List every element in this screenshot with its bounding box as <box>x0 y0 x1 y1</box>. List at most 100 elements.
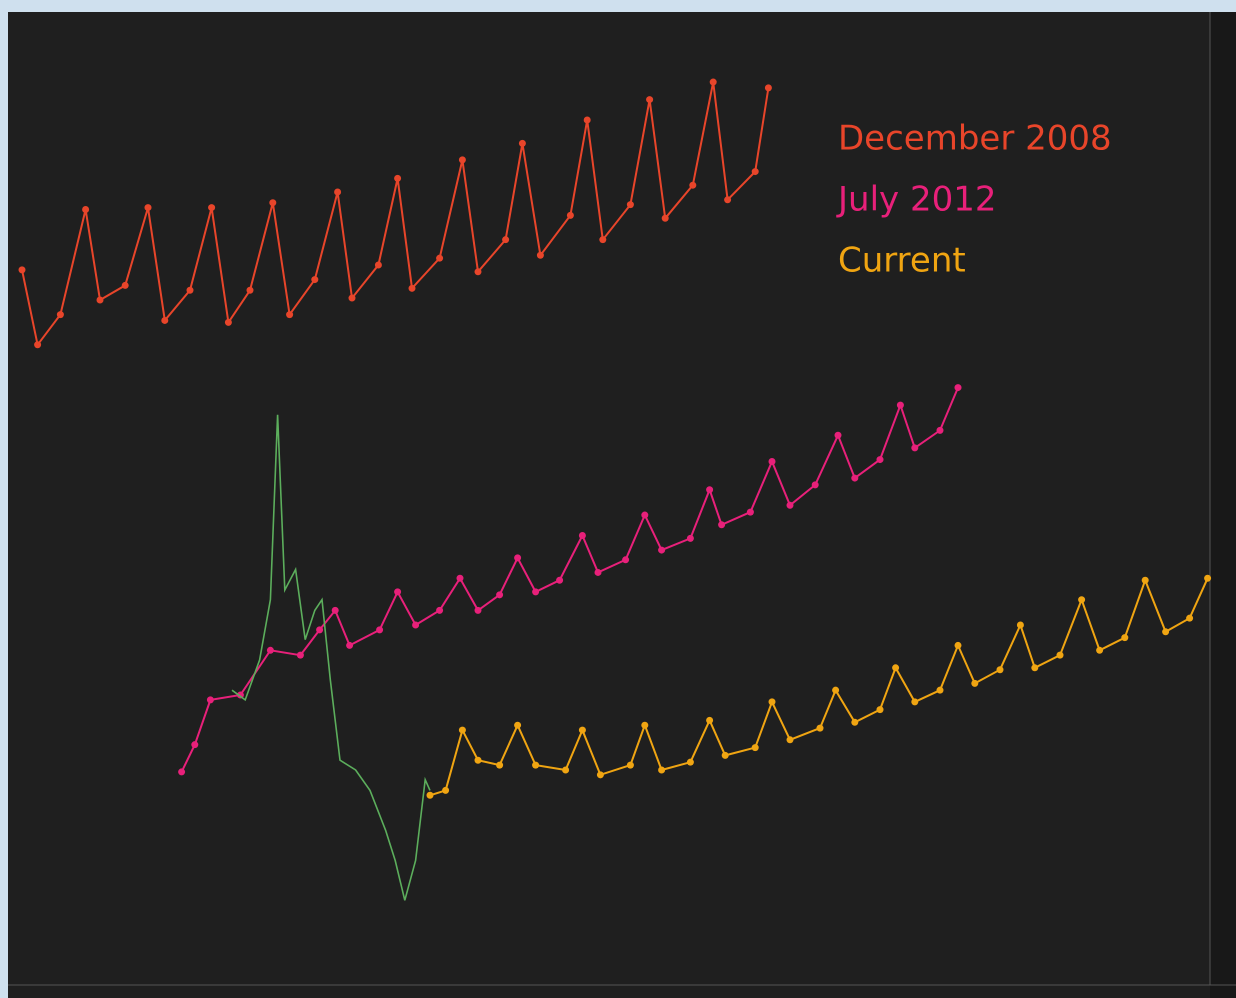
legend-entry: December 2008 <box>838 119 1112 159</box>
legend-entry: July 2012 <box>836 180 996 220</box>
data-point <box>626 761 634 769</box>
data-point <box>496 591 504 599</box>
data-point <box>458 156 466 164</box>
data-point <box>436 254 444 262</box>
data-point <box>474 268 482 276</box>
data-point <box>532 588 540 596</box>
data-point <box>768 458 776 466</box>
data-point <box>556 576 564 584</box>
data-point <box>786 736 794 744</box>
data-point <box>718 521 726 529</box>
data-point <box>706 716 714 724</box>
data-point <box>721 751 729 759</box>
data-point <box>496 761 504 769</box>
data-point <box>348 294 356 302</box>
data-point <box>596 771 604 779</box>
data-point <box>514 554 522 562</box>
data-point <box>1186 614 1194 622</box>
data-point <box>876 706 884 714</box>
data-point <box>376 626 384 634</box>
data-point <box>286 311 294 319</box>
data-point <box>394 588 402 596</box>
data-point <box>996 666 1004 674</box>
data-point <box>412 621 420 629</box>
data-point <box>96 296 104 304</box>
data-point <box>346 641 354 649</box>
data-point <box>768 698 776 706</box>
data-point <box>121 281 129 289</box>
data-point <box>686 534 694 542</box>
data-point <box>764 84 772 92</box>
data-point <box>246 286 254 294</box>
data-point <box>334 188 342 196</box>
data-point <box>536 251 544 259</box>
data-point <box>266 646 274 654</box>
data-point <box>206 696 214 704</box>
data-point <box>316 626 324 634</box>
data-point <box>851 718 859 726</box>
legend-entry: Current <box>838 241 966 281</box>
data-point <box>311 276 319 284</box>
data-point <box>641 511 649 519</box>
data-point <box>186 286 194 294</box>
data-point <box>208 204 216 212</box>
data-point <box>911 698 919 706</box>
data-point <box>658 546 666 554</box>
data-point <box>876 456 884 464</box>
data-point <box>1078 596 1086 604</box>
data-point <box>562 766 570 774</box>
data-point <box>658 766 666 774</box>
data-point <box>532 761 540 769</box>
data-point <box>296 651 304 659</box>
data-point <box>641 721 649 729</box>
right-axis-strip <box>1210 12 1236 998</box>
data-point <box>178 768 186 776</box>
plot-area: December 2008 July 2012 Current <box>18 78 1212 901</box>
data-point <box>1121 634 1129 642</box>
data-point <box>709 78 717 86</box>
data-point <box>1162 628 1170 636</box>
data-point <box>646 96 654 104</box>
data-point <box>936 426 944 434</box>
data-point <box>746 508 754 516</box>
data-point <box>599 236 607 244</box>
data-point <box>18 266 26 274</box>
data-point <box>811 481 819 489</box>
data-point <box>751 744 759 752</box>
data-point <box>954 384 962 392</box>
data-point <box>834 431 842 439</box>
data-point <box>456 574 464 582</box>
data-point <box>144 204 152 212</box>
data-point <box>269 199 277 207</box>
data-point <box>1031 664 1039 672</box>
data-point <box>394 174 402 182</box>
data-point <box>751 168 759 176</box>
data-point <box>374 261 382 269</box>
data-point <box>1204 574 1212 582</box>
data-point <box>34 341 42 349</box>
data-point <box>408 284 416 292</box>
data-point <box>892 664 900 672</box>
data-point <box>583 116 591 124</box>
data-point <box>686 758 694 766</box>
data-point <box>594 568 602 576</box>
data-point <box>954 641 962 649</box>
data-point <box>56 311 64 319</box>
data-point <box>474 606 482 614</box>
data-point <box>442 786 450 794</box>
data-point <box>224 318 232 326</box>
series-line <box>180 387 959 773</box>
data-point <box>458 726 466 734</box>
data-point <box>436 606 444 614</box>
data-point <box>851 474 859 482</box>
data-point <box>518 139 526 147</box>
data-point <box>1016 621 1024 629</box>
data-point <box>331 606 339 614</box>
data-point <box>622 556 630 564</box>
data-point <box>816 724 824 732</box>
data-point <box>706 486 714 494</box>
data-point <box>896 401 904 409</box>
data-point <box>661 214 669 222</box>
data-point <box>1141 576 1149 584</box>
